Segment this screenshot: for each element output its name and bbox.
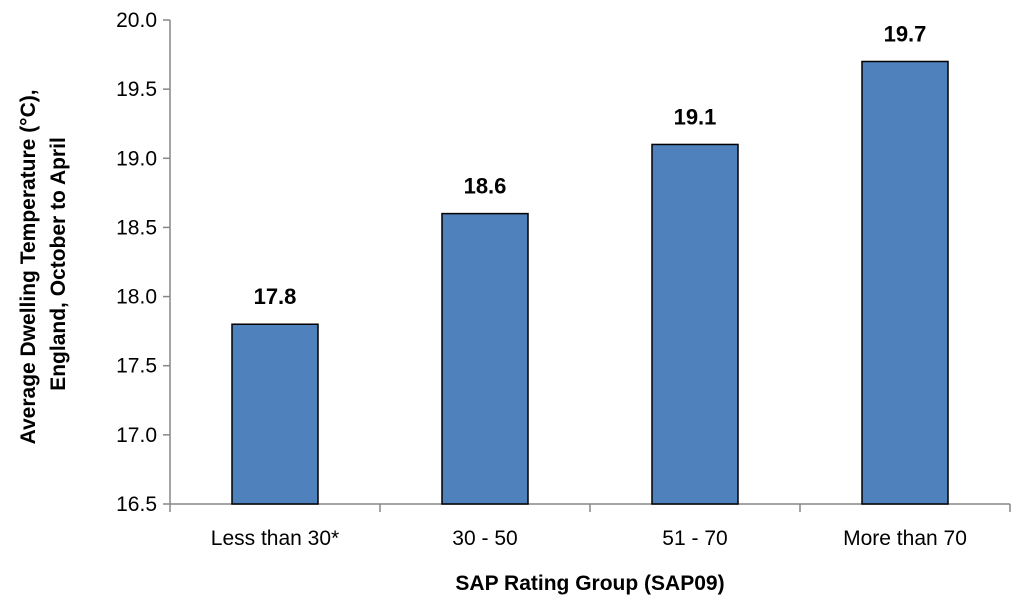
data-label: 18.6 (464, 174, 507, 199)
y-tick-label: 20.0 (116, 9, 157, 32)
y-tick-label: 18.5 (116, 216, 157, 239)
data-label: 19.7 (884, 21, 927, 46)
x-tick-label: More than 70 (843, 527, 967, 550)
x-axis-title: SAP Rating Group (SAP09) (455, 572, 724, 595)
x-axis: Less than 30* 30 - 50 51 - 70 More than 70 (169, 503, 1011, 550)
y-axis-title-line-1: Average Dwelling Temperature (°C), (17, 89, 40, 444)
y-tick-label: 17.0 (116, 424, 157, 447)
y-axis-title-line-2: England, October to April (47, 137, 70, 391)
y-tick-label: 18.0 (116, 286, 157, 309)
x-tick-label: 30 - 50 (452, 527, 517, 550)
y-tick-label: 19.0 (116, 147, 157, 170)
y-axis: 16.5 17.0 17.5 18.0 18.5 19.0 19.5 20.0 (116, 9, 171, 516)
data-label: 17.8 (254, 284, 297, 309)
bar (231, 323, 319, 505)
data-labels: 17.8 18.6 19.1 19.7 (254, 21, 927, 309)
y-tick-label: 19.5 (116, 78, 157, 101)
data-label: 19.1 (674, 104, 717, 129)
y-tick-label: 16.5 (116, 493, 157, 516)
y-axis-title: Average Dwelling Temperature (°C), Engla… (17, 84, 70, 445)
bar (861, 60, 949, 505)
bar (651, 143, 739, 505)
bar (441, 212, 529, 505)
y-tick-label: 17.5 (116, 355, 157, 378)
x-tick-label: 51 - 70 (662, 527, 727, 550)
x-tick-label: Less than 30* (211, 527, 339, 550)
bars (231, 60, 949, 505)
